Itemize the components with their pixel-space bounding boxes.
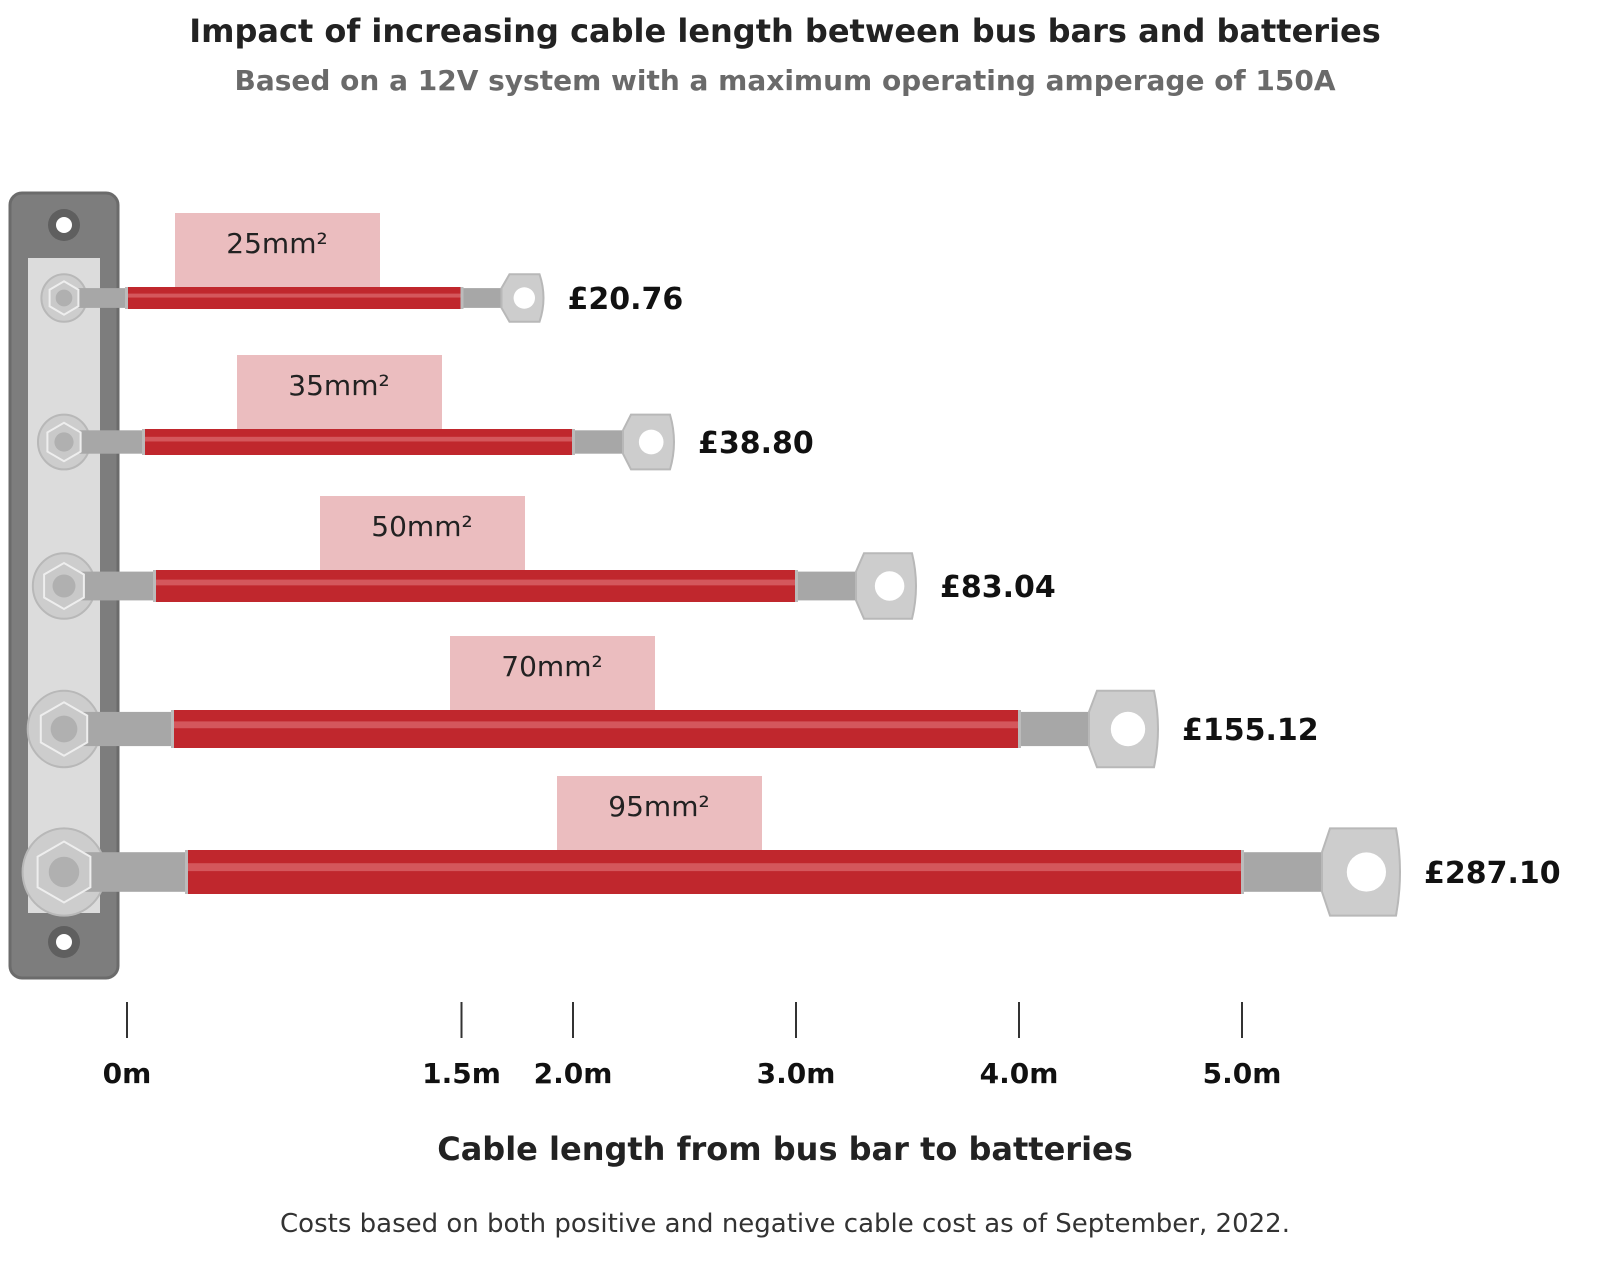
- gauge-label: 25mm²: [226, 227, 327, 260]
- crimp-sleeve: [64, 430, 144, 454]
- cables: 25mm² £20.76 35mm² £38.80 50mm² £83.04 70mm² £1…: [21, 213, 1561, 917]
- x-tick-label: 0m: [103, 1057, 152, 1090]
- cable-bar: [127, 287, 462, 309]
- x-tick-label: 1.5m: [422, 1057, 501, 1090]
- lug-hole-icon: [874, 571, 905, 601]
- crimp-sleeve: [796, 571, 856, 601]
- cable-end-ring: [142, 429, 145, 455]
- cost-label: £287.10: [1424, 856, 1561, 891]
- cable-highlight: [173, 721, 1019, 729]
- gauge-label-box: [175, 213, 380, 287]
- cable-row: 50mm² £83.04: [31, 496, 1056, 620]
- cost-label: £20.76: [568, 282, 684, 317]
- cable-highlight: [127, 293, 462, 298]
- x-tick-label: 3.0m: [757, 1057, 836, 1090]
- footnote: Costs based on both positive and negativ…: [280, 1209, 1290, 1239]
- chart-title: Impact of increasing cable length betwee…: [189, 12, 1381, 50]
- crimp-sleeve: [1019, 711, 1089, 747]
- gauge-label: 70mm²: [501, 650, 602, 683]
- crimp-sleeve: [573, 430, 623, 454]
- cable-bar: [155, 570, 796, 602]
- lug-hole-icon: [513, 287, 536, 309]
- mount-hole-icon: [56, 217, 72, 233]
- cable-end-ring: [125, 287, 128, 309]
- crimp-sleeve: [461, 288, 502, 308]
- gauge-label: 50mm²: [371, 510, 472, 543]
- cable-end-ring: [1018, 710, 1021, 748]
- gauge-label-box: [557, 776, 762, 850]
- x-tick-label: 2.0m: [534, 1057, 613, 1090]
- cable-bar: [173, 710, 1019, 748]
- cable-end-ring: [572, 429, 575, 455]
- gauge-label-box: [320, 496, 525, 570]
- cable-end-ring: [171, 710, 174, 748]
- lug-hole-icon: [1346, 852, 1387, 892]
- bolt-icon: [48, 856, 80, 888]
- x-axis-label: Cable length from bus bar to batteries: [437, 1130, 1133, 1168]
- cable-bar: [144, 429, 573, 455]
- bolt-icon: [55, 289, 73, 307]
- chart-subtitle: Based on a 12V system with a maximum ope…: [235, 64, 1336, 97]
- bolt-icon: [50, 715, 78, 743]
- cable-end-ring: [185, 850, 188, 894]
- lug-hole-icon: [638, 429, 664, 455]
- cable-end-ring: [1241, 850, 1244, 894]
- bolt-icon: [54, 432, 74, 452]
- cable-row: 70mm² £155.12: [26, 636, 1319, 769]
- x-tick-label: 4.0m: [980, 1057, 1059, 1090]
- x-axis: 0m 1.5m 2.0m 3.0m 4.0m 5.0m: [103, 1002, 1282, 1090]
- cable-end-ring: [795, 570, 798, 602]
- gauge-label-box: [237, 355, 442, 429]
- x-tick-label: 5.0m: [1203, 1057, 1282, 1090]
- cable-highlight: [144, 436, 573, 442]
- crimp-sleeve: [1242, 852, 1322, 892]
- cost-label: £155.12: [1182, 713, 1319, 748]
- cost-label: £38.80: [698, 426, 814, 461]
- lug-hole-icon: [1110, 711, 1146, 747]
- cable-end-ring: [153, 570, 156, 602]
- gauge-label: 95mm²: [608, 790, 709, 823]
- gauge-label: 35mm²: [288, 369, 389, 402]
- cable-highlight: [155, 579, 796, 586]
- cable-row: 95mm² £287.10: [21, 776, 1561, 917]
- gauge-label-box: [450, 636, 655, 710]
- cable-bar: [187, 850, 1242, 894]
- cable-end-ring: [460, 287, 464, 309]
- crimp-sleeve: [64, 288, 127, 308]
- mount-hole-icon: [56, 934, 72, 950]
- cost-label: £83.04: [940, 570, 1056, 605]
- bolt-icon: [52, 574, 76, 598]
- cable-highlight: [187, 863, 1242, 872]
- cable-row: 25mm² £20.76: [40, 213, 684, 323]
- cable-row: 35mm² £38.80: [36, 355, 814, 471]
